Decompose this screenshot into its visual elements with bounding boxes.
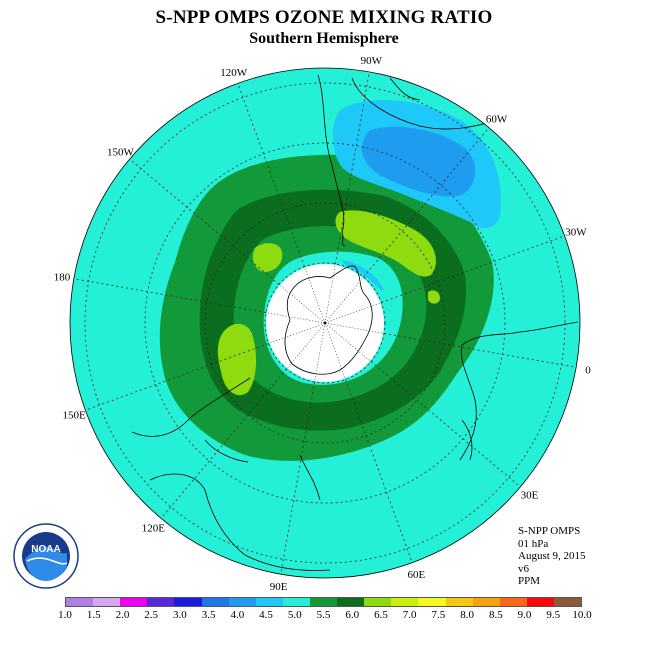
pole-spoke [324,276,364,324]
longitude-label: 90W [361,55,383,67]
longitude-label: 120W [220,67,248,79]
contour-6.5-patch [428,290,440,304]
longitude-label: 60W [486,113,508,125]
map-title: S-NPP OMPS OZONE MIXING RATIO [155,7,493,28]
longitude-label: 30W [565,227,587,239]
pole-spoke [268,322,326,344]
globe-outline [69,67,581,579]
longitude-label: 60E [407,569,425,581]
colorbar-tick-label: 7.5 [431,609,446,621]
pole-spoke [286,322,326,370]
pole-spoke [324,263,336,324]
longitude-label: 150E [62,409,86,421]
colorbar-tick-label: 1.0 [58,609,72,621]
pole-spoke [278,284,326,324]
contour-6.5-patch [335,210,436,277]
pole-spoke [324,322,372,362]
colorbar-tick-label: 5.0 [287,609,302,621]
version-label: v6 [518,562,529,575]
colorbar-tick-label: 10.0 [572,609,592,621]
longitude-labels: 90W 60W 30W 0 30E 60E 90E 120E 150E 180 150W 120W [54,55,591,593]
longitude-label: 120E [142,523,166,535]
colorbar-segment [147,598,175,606]
colorbar-tick-label: 6.0 [345,609,360,621]
colorbar-segment [201,598,229,606]
longitude-label: 90E [270,581,288,593]
colorbar-tick-label: 6.5 [374,609,388,621]
colorbar-segment [255,598,283,606]
pole-spoke [304,266,326,324]
colorbar-segment [391,598,419,606]
south-pole-point [323,321,327,325]
colorbar-segment [364,598,392,606]
colorbar-segment [418,598,446,606]
colorbar-segment [309,598,338,606]
colorbar-tick-label: 4.0 [230,609,245,621]
colorbar-tick-label: 8.5 [488,609,503,621]
colorbar-tick-label: 5.5 [316,609,331,621]
map-info-block: S-NPP OMPS 01 hPa August 9, 2015 v6 PPM [518,525,586,588]
colorbar-segment [553,598,582,606]
colorbar-segment [120,598,148,606]
antarctica-outline [284,265,373,375]
colorbar-tick-labels: 1.0 1.5 2.0 2.5 3.0 3.5 4.0 4.5 5.0 5.5 6.0 6.5 7.0 7… [0,609,648,623]
noaa-logo-text: NOAA [31,544,60,555]
colorbar-tick-label: 3.0 [173,609,187,621]
colorbar-segment [228,598,256,606]
colorbar-tick-label: 3.5 [201,609,216,621]
pole-spoke [324,322,385,334]
units-label: PPM [518,575,541,587]
instrument-label: S-NPP OMPS [518,525,581,537]
colorbar-tick-label: 9.0 [517,609,532,621]
coastlines [131,74,579,571]
noaa-logo: NOAA [13,523,79,589]
pole-spoke [324,322,346,380]
colorbar-tick-label: 2.0 [115,609,130,621]
longitude-label: 180 [54,272,71,284]
longitude-label: 0 [585,364,591,376]
colorbar-segment [499,598,527,606]
colorbar-tick-label: 1.5 [86,609,101,621]
pole-spoke [265,312,326,324]
colorbar [65,597,582,607]
colorbar-segment [337,598,365,606]
pole-graticule [265,263,385,383]
longitude-label: 150W [107,146,135,158]
colorbar-segment [526,598,554,606]
contour-6.5-patch [252,243,283,272]
contour-6.5-patch [217,323,257,396]
colorbar-segment [445,598,473,606]
colorbar-segment [93,598,121,606]
colorbar-segment [472,598,500,606]
colorbar-tick-label: 8.0 [460,609,474,621]
contour-3.5-region [361,126,476,197]
date-label: August 9, 2015 [518,550,586,562]
colorbar-tick-label: 7.0 [402,609,417,621]
contour-4.5-edge [342,260,384,291]
colorbar-segment [66,598,94,606]
colorbar-segment [174,598,202,606]
pole-spoke [314,322,326,383]
map-subtitle: Southern Hemisphere [249,30,399,47]
longitude-label: 30E [521,490,539,502]
graticule-lines [84,82,566,564]
pressure-level: 01 hPa [518,537,549,550]
colorbar-segment [282,598,310,606]
colorbar-tick-label: 9.5 [546,609,561,621]
colorbar-tick-label: 2.5 [144,609,159,621]
pole-spoke [324,302,382,324]
colorbar-tick-label: 4.5 [259,609,273,621]
